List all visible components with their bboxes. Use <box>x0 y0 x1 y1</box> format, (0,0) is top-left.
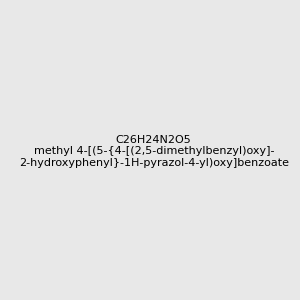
Text: C26H24N2O5
methyl 4-[(5-{4-[(2,5-dimethylbenzyl)oxy]-
2-hydroxyphenyl}-1H-pyrazo: C26H24N2O5 methyl 4-[(5-{4-[(2,5-dimethy… <box>19 135 289 168</box>
